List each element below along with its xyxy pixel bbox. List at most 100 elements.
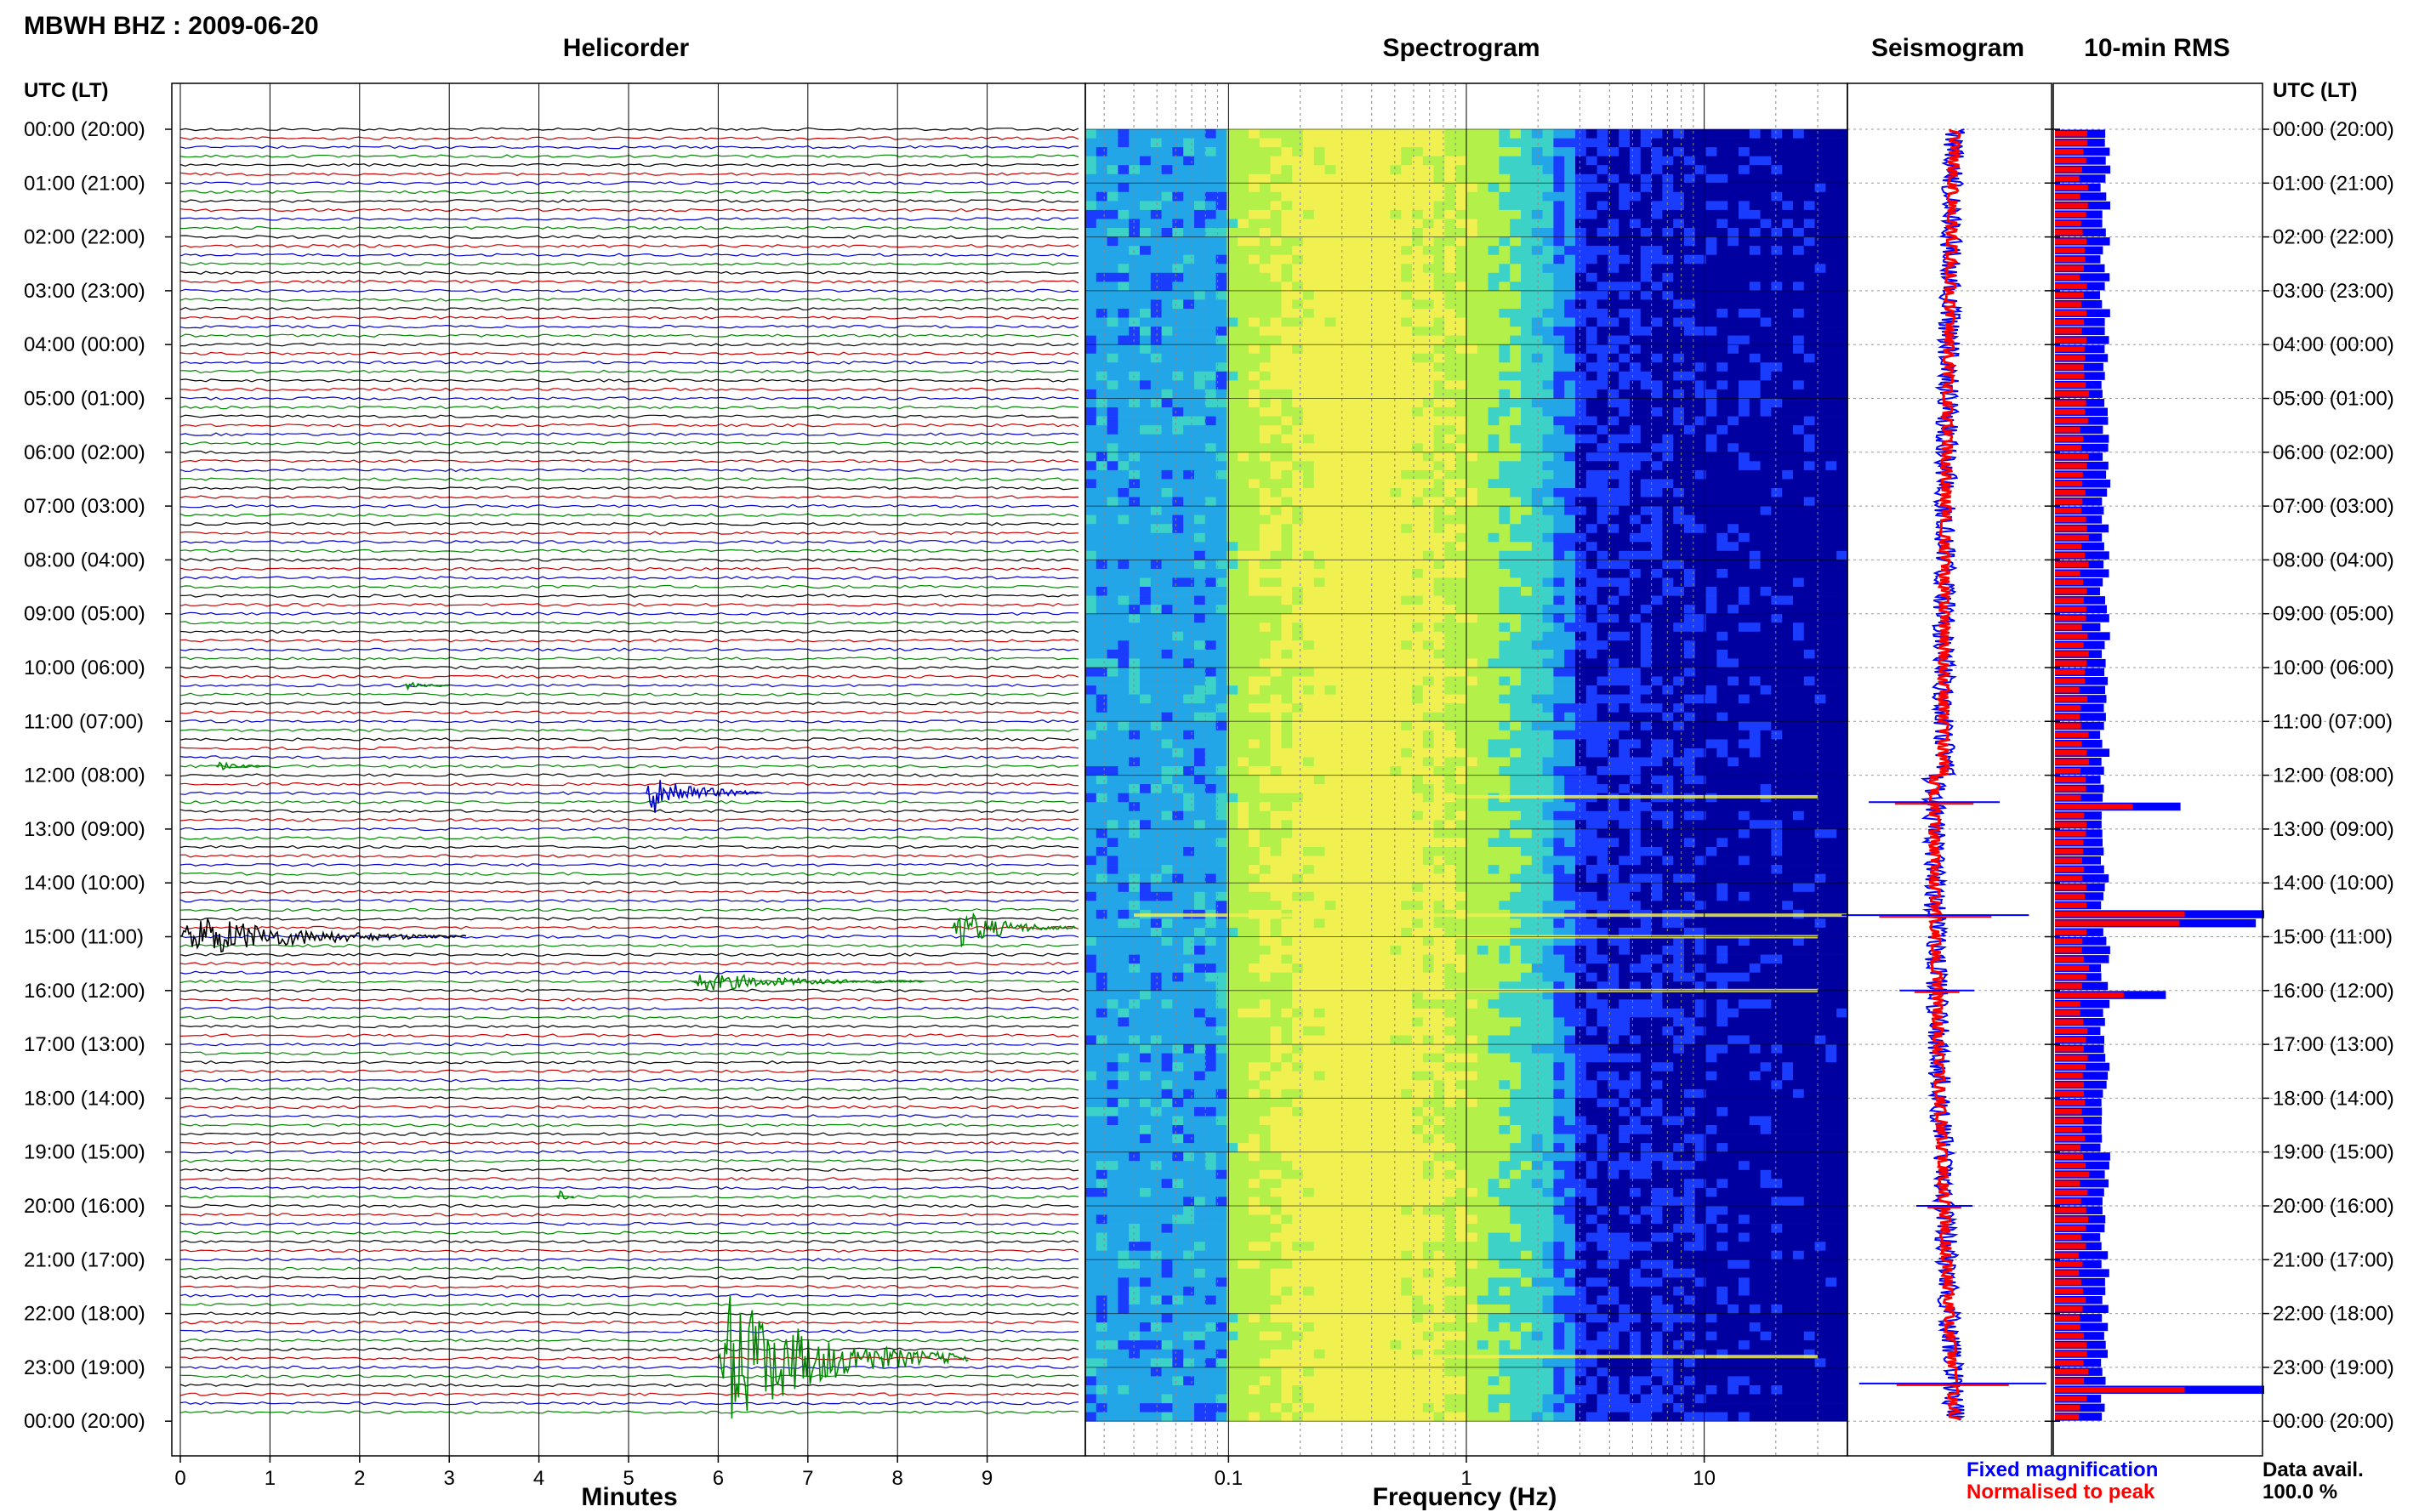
panel-title-seismogram: Seismogram xyxy=(1871,34,2024,62)
spectrogram-cell xyxy=(1433,228,1445,237)
spectrogram-cell xyxy=(1324,407,1336,417)
spectrogram-cell xyxy=(1673,327,1685,336)
spectrogram-cell xyxy=(1542,371,1554,381)
spectrogram-cell xyxy=(1368,264,1380,274)
spectrogram-cell xyxy=(1368,165,1380,175)
spectrogram-cell xyxy=(1814,587,1826,596)
spectrogram-cell xyxy=(1553,497,1565,507)
spectrogram-cell xyxy=(1684,281,1696,292)
spectrogram-cell xyxy=(1694,730,1707,740)
spectrogram-cell xyxy=(1390,506,1402,515)
spectrogram-cell xyxy=(1096,191,1108,202)
spectrogram-cell xyxy=(1303,264,1315,274)
spectrogram-cell xyxy=(1335,272,1347,282)
spectrogram-cell xyxy=(1357,703,1369,713)
spectrogram-cell xyxy=(1238,532,1249,543)
spectrogram-cell xyxy=(1684,658,1696,668)
spectrogram-cell xyxy=(1597,264,1608,274)
spectrogram-cell xyxy=(1150,219,1163,229)
spectrogram-cell xyxy=(1433,299,1445,310)
spectrogram-cell xyxy=(1531,560,1544,570)
spectrogram-cell xyxy=(1215,703,1227,713)
spectrogram-cell xyxy=(1477,622,1489,633)
spectrogram-cell xyxy=(1107,183,1118,193)
spectrogram-cell xyxy=(1477,631,1489,641)
spectrogram-cell xyxy=(1542,613,1554,623)
spectrogram-cell xyxy=(1662,676,1674,686)
spectrogram-cell xyxy=(1324,236,1336,247)
spectrogram-cell xyxy=(1466,739,1478,749)
spectrogram-cell xyxy=(1412,327,1424,336)
spectrogram-cell xyxy=(1521,317,1533,327)
helicorder-trace xyxy=(179,1114,1079,1118)
spectrogram-cell xyxy=(1739,389,1750,399)
spectrogram-cell xyxy=(1281,264,1293,274)
spectrogram-cell xyxy=(1477,730,1489,740)
spectrogram-cell xyxy=(1793,129,1805,139)
spectrogram-cell xyxy=(1172,299,1184,310)
spectrogram-cell xyxy=(1597,443,1608,453)
spectrogram-cell xyxy=(1292,264,1304,274)
helicorder-trace xyxy=(179,998,1079,1002)
spectrogram-cell xyxy=(1324,299,1336,310)
spectrogram-cell xyxy=(1673,191,1685,202)
spectrogram-cell xyxy=(1564,560,1576,570)
spectrogram-cell xyxy=(1455,353,1467,363)
spectrogram-cell xyxy=(1096,443,1108,453)
spectrogram-cell xyxy=(1161,389,1173,399)
spectrogram-cell xyxy=(1085,658,1097,668)
spectrogram-cell xyxy=(1150,209,1163,219)
spectrogram-cell xyxy=(1281,721,1293,731)
spectrogram-cell xyxy=(1390,201,1402,211)
spectrogram-cell xyxy=(1096,613,1108,623)
spectrogram-cell xyxy=(1553,550,1565,560)
spectrogram-cell xyxy=(1379,425,1391,435)
spectrogram-cell xyxy=(1662,138,1674,148)
helicorder-trace xyxy=(179,728,1079,733)
spectrogram-cell xyxy=(1412,739,1424,749)
spectrogram-cell xyxy=(1412,605,1424,614)
spectrogram-cell xyxy=(1739,398,1750,408)
spectrogram-cell xyxy=(1335,560,1347,570)
spectrogram-cell xyxy=(1466,514,1478,525)
spectrogram-cell xyxy=(1684,550,1696,560)
spectrogram-cell xyxy=(1684,560,1696,570)
spectrogram-cell xyxy=(1455,712,1467,722)
spectrogram-cell xyxy=(1488,191,1500,202)
spectrogram-cell xyxy=(1814,434,1826,444)
spectrogram-cell xyxy=(1673,613,1685,623)
spectrogram-cell xyxy=(1531,587,1544,596)
spectrogram-cell xyxy=(1107,532,1118,543)
spectrogram-cell xyxy=(1466,685,1478,695)
spectrogram-cell xyxy=(1335,425,1347,435)
spectrogram-cell xyxy=(1346,532,1358,543)
spectrogram-cell xyxy=(1346,299,1358,310)
spectrogram-cell xyxy=(1161,254,1173,264)
spectrogram-cell xyxy=(1346,524,1358,534)
spectrogram-cell xyxy=(1140,587,1152,596)
spectrogram-cell xyxy=(1803,416,1816,426)
spectrogram-cell xyxy=(1368,228,1380,237)
spectrogram-cell xyxy=(1270,281,1282,292)
spectrogram-cell xyxy=(1782,622,1794,633)
spectrogram-cell xyxy=(1183,156,1195,166)
spectrogram-cell xyxy=(1227,156,1238,166)
spectrogram-cell xyxy=(1303,317,1315,327)
spectrogram-cell xyxy=(1651,452,1663,462)
helicorder-trace xyxy=(179,1168,1079,1173)
spectrogram-cell xyxy=(1390,550,1402,560)
spectrogram-cell xyxy=(1444,344,1456,355)
spectrogram-cell xyxy=(1716,309,1728,318)
helicorder-trace xyxy=(179,1006,1079,1011)
spectrogram-cell xyxy=(1749,443,1762,453)
spectrogram-cell xyxy=(1183,416,1195,426)
spectrogram-cell xyxy=(1771,595,1783,605)
spectrogram-cell xyxy=(1782,362,1794,372)
spectrogram-cell xyxy=(1694,416,1707,426)
spectrogram-cell xyxy=(1694,550,1707,560)
spectrogram-cell xyxy=(1553,577,1565,588)
spectrogram-cell xyxy=(1585,443,1598,453)
spectrogram-cell xyxy=(1455,524,1467,534)
spectrogram-cell xyxy=(1412,613,1424,623)
spectrogram-cell xyxy=(1564,380,1576,390)
